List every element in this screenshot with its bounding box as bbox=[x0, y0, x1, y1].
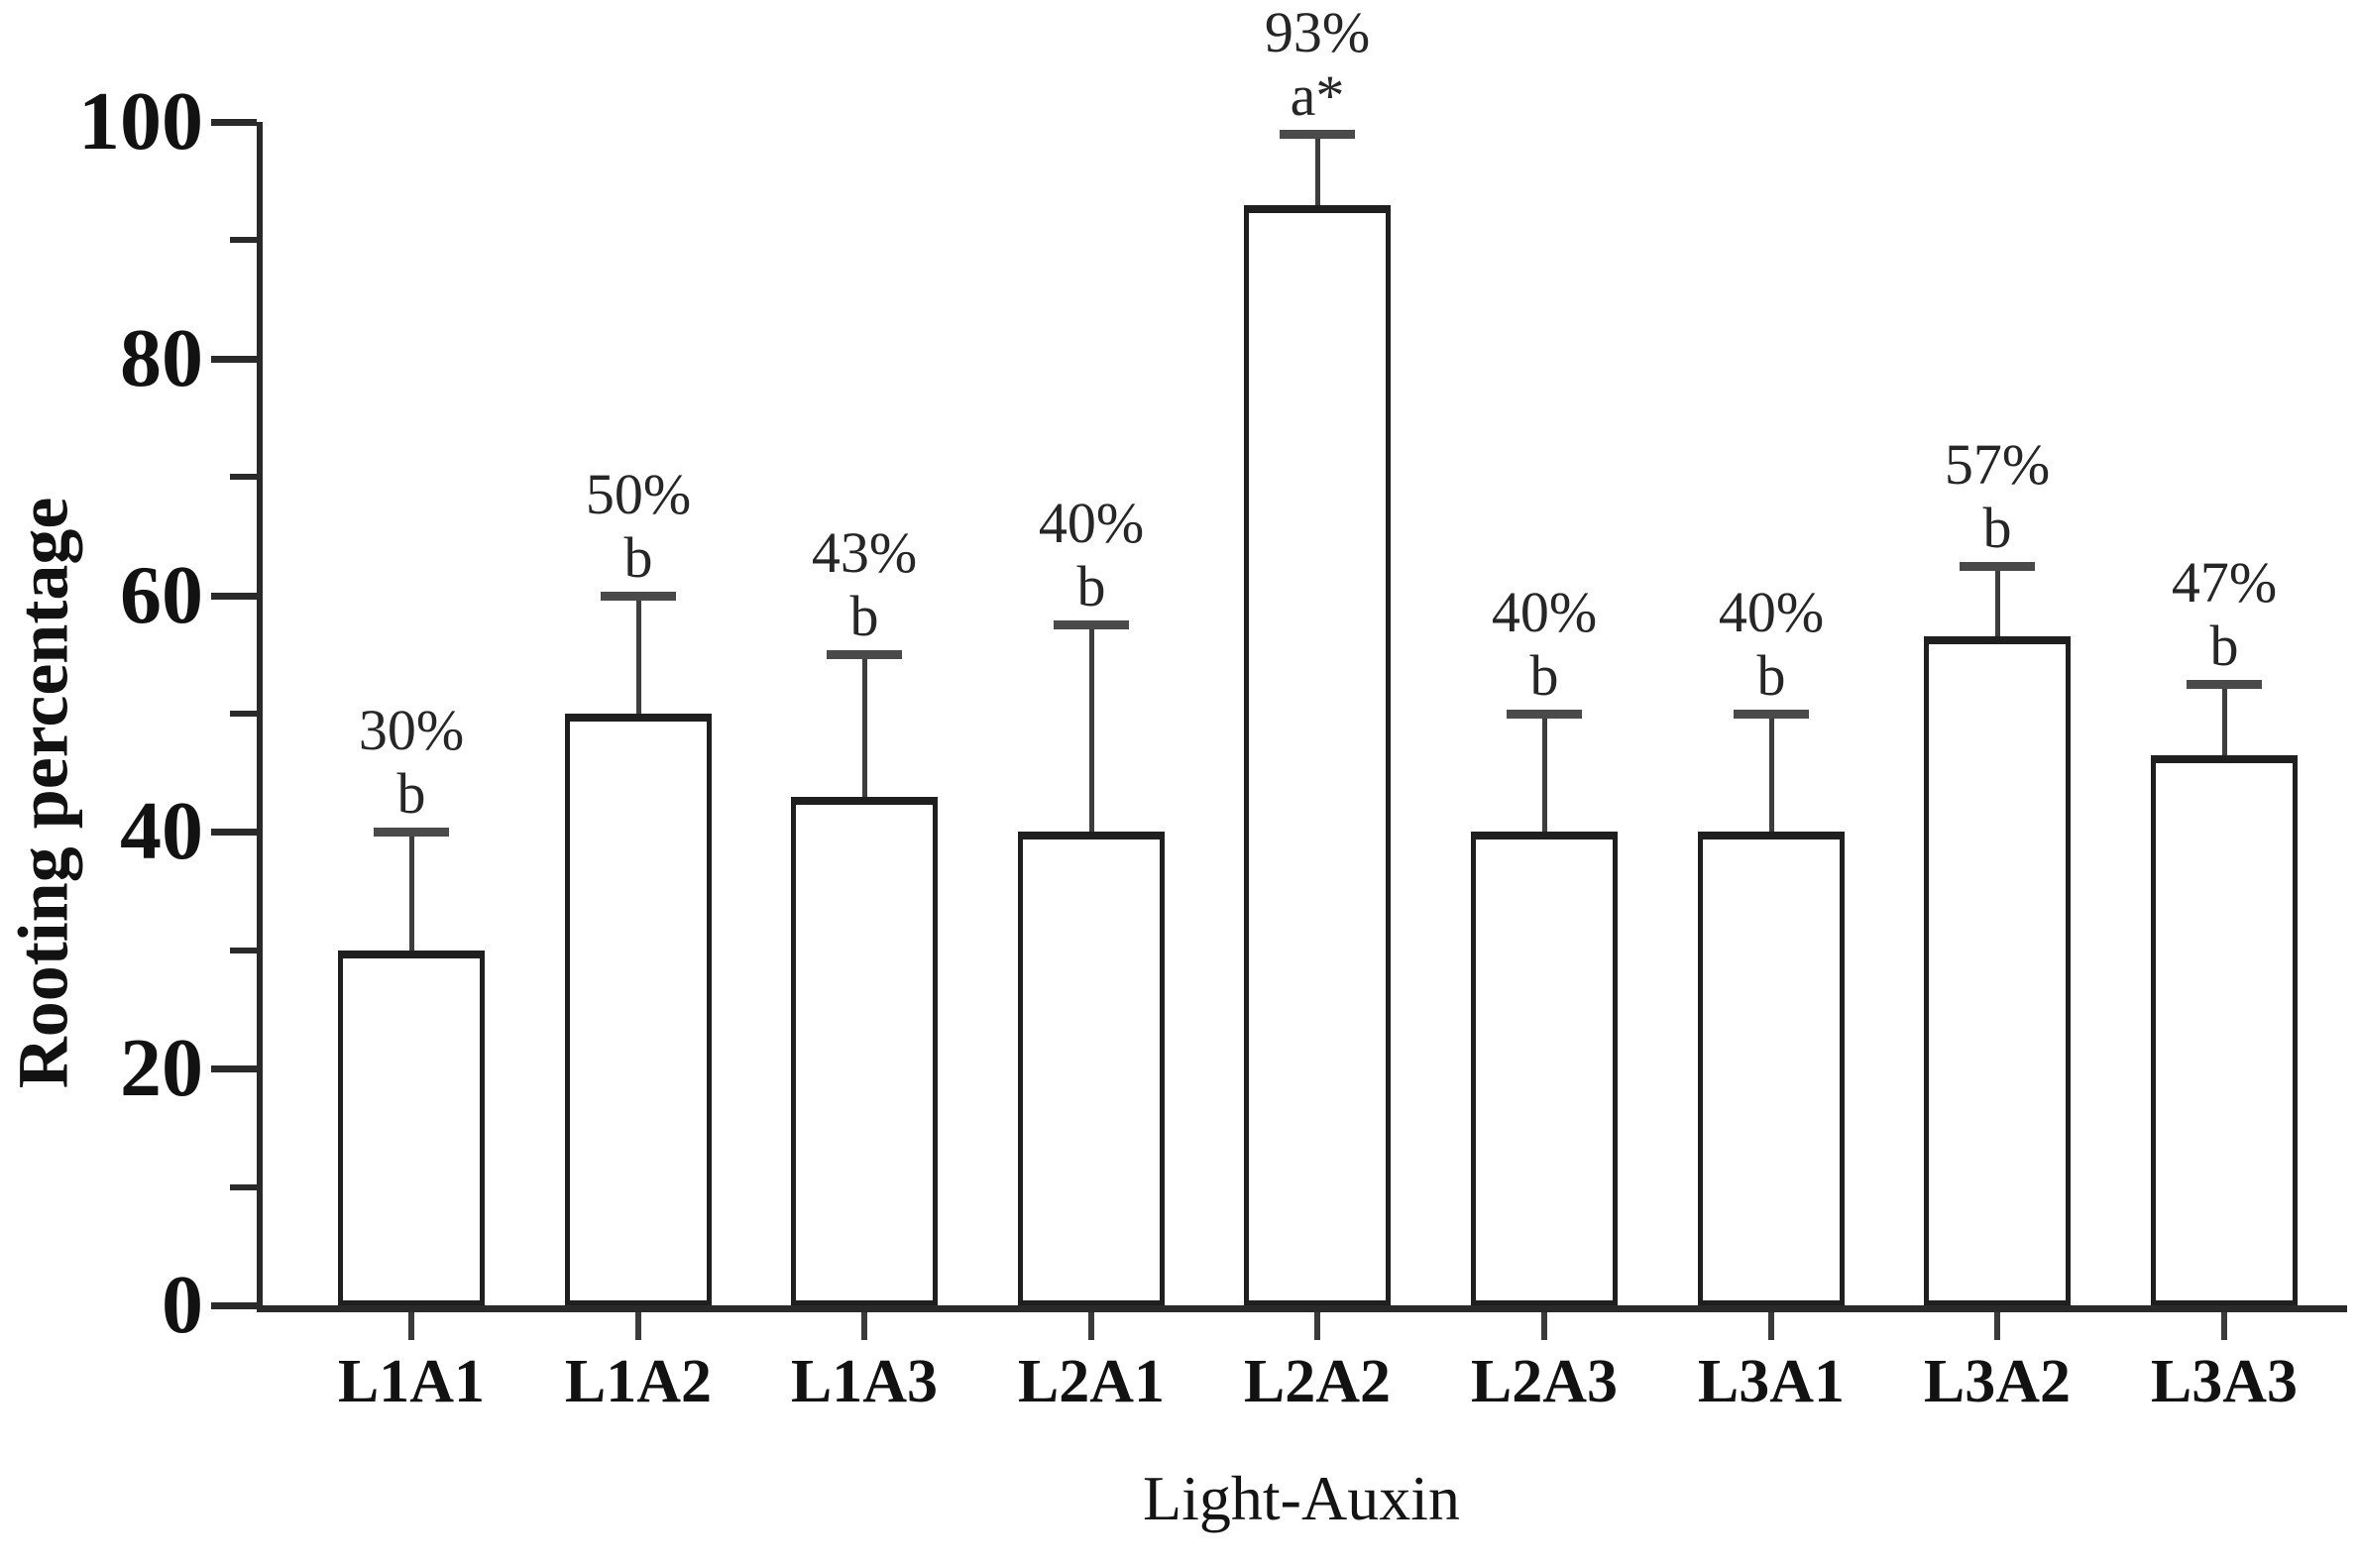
error-bar-cap bbox=[1280, 130, 1355, 139]
x-category-label: L1A2 bbox=[564, 1348, 713, 1415]
bar-value-label: 93% bbox=[1264, 0, 1371, 64]
y-major-tick bbox=[211, 1065, 257, 1072]
y-tick-label: 40 bbox=[120, 785, 203, 877]
significance-letter: b bbox=[2209, 614, 2239, 678]
bar-value-label: 40% bbox=[1718, 580, 1825, 644]
error-bar-whisker bbox=[862, 654, 867, 797]
y-major-tick bbox=[211, 593, 257, 600]
bar-value-label: 50% bbox=[585, 462, 692, 526]
y-tick-label: 0 bbox=[162, 1259, 203, 1351]
x-category-label: L2A1 bbox=[1017, 1348, 1166, 1415]
x-category-label: L1A1 bbox=[337, 1348, 486, 1415]
y-minor-tick bbox=[230, 711, 257, 717]
x-axis-title: Light-Auxin bbox=[1143, 1463, 1460, 1533]
error-bar-cap bbox=[1734, 710, 1809, 719]
y-tick-label: 80 bbox=[120, 312, 203, 404]
y-tick-label: 100 bbox=[78, 75, 203, 168]
y-minor-tick bbox=[230, 474, 257, 480]
error-bar-whisker bbox=[1769, 714, 1774, 832]
bar-L2A1 bbox=[1018, 832, 1165, 1305]
y-major-tick bbox=[211, 829, 257, 836]
x-category-label: L2A3 bbox=[1470, 1348, 1619, 1415]
x-category-label: L3A2 bbox=[1923, 1348, 2072, 1415]
bar-L1A1 bbox=[338, 951, 485, 1305]
error-bar-whisker bbox=[1089, 624, 1094, 832]
bar-value-label: 30% bbox=[358, 698, 465, 762]
significance-letter: a* bbox=[1290, 63, 1345, 128]
y-minor-tick bbox=[230, 237, 257, 243]
bar-L3A2 bbox=[1924, 636, 2071, 1305]
x-category-label: L3A3 bbox=[2150, 1348, 2299, 1415]
significance-letter: b bbox=[1076, 554, 1106, 618]
significance-letter: b bbox=[1756, 643, 1786, 708]
bar-L3A1 bbox=[1698, 832, 1845, 1305]
bar-value-label: 57% bbox=[1944, 432, 2051, 497]
significance-letter: b bbox=[849, 584, 879, 648]
bar-value-label: 47% bbox=[2171, 550, 2278, 615]
error-bar-whisker bbox=[2222, 684, 2227, 755]
significance-letter: b bbox=[1982, 496, 2012, 560]
y-axis-line bbox=[257, 122, 263, 1312]
y-major-tick bbox=[211, 356, 257, 363]
x-tick bbox=[1088, 1312, 1094, 1340]
x-tick bbox=[635, 1312, 641, 1340]
error-bar-cap bbox=[601, 592, 676, 601]
bar-L2A3 bbox=[1471, 832, 1618, 1305]
significance-letter: b bbox=[1529, 643, 1559, 708]
error-bar-whisker bbox=[409, 832, 414, 951]
x-tick bbox=[1768, 1312, 1774, 1340]
bar-L2A2 bbox=[1244, 205, 1391, 1305]
y-minor-tick bbox=[230, 1184, 257, 1190]
significance-letter: b bbox=[623, 525, 653, 590]
error-bar-cap bbox=[1054, 620, 1129, 629]
y-tick-label: 20 bbox=[120, 1022, 203, 1114]
error-bar-cap bbox=[827, 650, 902, 659]
bar-L3A3 bbox=[2151, 755, 2298, 1305]
x-category-label: L2A2 bbox=[1243, 1348, 1392, 1415]
y-major-tick bbox=[211, 1302, 257, 1309]
y-minor-tick bbox=[230, 948, 257, 953]
y-tick-label: 60 bbox=[120, 549, 203, 641]
x-tick bbox=[1994, 1312, 2000, 1340]
error-bar-whisker bbox=[1315, 134, 1320, 205]
x-tick bbox=[1541, 1312, 1547, 1340]
error-bar-cap bbox=[1507, 710, 1582, 719]
x-tick bbox=[861, 1312, 867, 1340]
error-bar-cap bbox=[374, 828, 449, 837]
x-tick bbox=[2221, 1312, 2227, 1340]
x-tick bbox=[408, 1312, 414, 1340]
bar-value-label: 40% bbox=[1038, 491, 1145, 555]
error-bar-cap bbox=[1960, 562, 2035, 571]
error-bar-cap bbox=[2187, 680, 2262, 689]
error-bar-whisker bbox=[1995, 566, 2000, 636]
x-axis-line bbox=[257, 1305, 2347, 1312]
y-major-tick bbox=[211, 119, 257, 126]
error-bar-whisker bbox=[636, 596, 641, 714]
bar-L1A2 bbox=[565, 714, 712, 1305]
x-category-label: L3A1 bbox=[1697, 1348, 1846, 1415]
bar-value-label: 43% bbox=[811, 520, 918, 585]
x-category-label: L1A3 bbox=[790, 1348, 939, 1415]
error-bar-whisker bbox=[1542, 714, 1547, 832]
significance-letter: b bbox=[396, 761, 426, 826]
x-tick bbox=[1314, 1312, 1320, 1340]
bar-L1A3 bbox=[791, 797, 938, 1305]
bar-value-label: 40% bbox=[1491, 580, 1598, 644]
